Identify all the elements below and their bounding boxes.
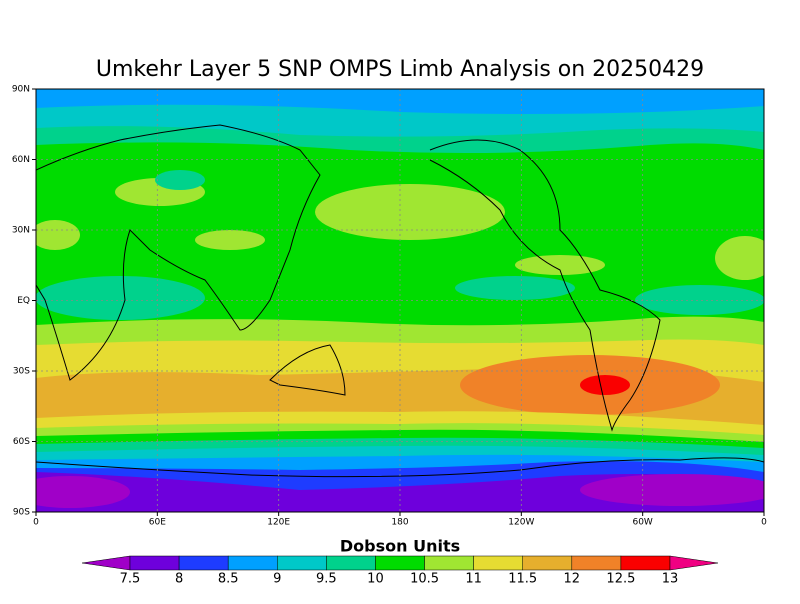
- coastline: [36, 124, 321, 381]
- contour-band: [36, 472, 764, 512]
- contour-band: [195, 230, 265, 250]
- x-tick-label: 120E: [267, 518, 290, 528]
- y-tick-label: 90S: [13, 508, 30, 518]
- colorbar-label: 8: [175, 572, 183, 587]
- title: Umkehr Layer 5 SNP OMPS Limb Analysis on…: [96, 57, 704, 82]
- colorbar-title: Dobson Units: [340, 537, 460, 556]
- y-tick-label: EQ: [17, 296, 30, 306]
- coastline: [429, 139, 661, 432]
- y-tick-label: 60S: [13, 437, 30, 447]
- contour-band: [580, 474, 764, 506]
- y-tick-label: 90N: [12, 85, 30, 95]
- contour-band: [455, 276, 575, 300]
- colorbar-label: 11.5: [508, 572, 537, 587]
- colorbar-label: 9.5: [316, 572, 337, 587]
- contour-field: [36, 89, 764, 512]
- colorbar-box: [571, 555, 622, 571]
- colorbar-box: [227, 555, 278, 571]
- contour-band: [715, 236, 764, 280]
- coastline: [36, 457, 764, 478]
- colorbar-box: [424, 555, 474, 571]
- colorbar-label: 10: [367, 572, 384, 587]
- colorbar-triangle: [81, 555, 131, 571]
- contour-band: [315, 184, 505, 240]
- colorbar-label: 10.5: [410, 572, 439, 587]
- contour-band: [36, 220, 80, 250]
- colorbar-box: [375, 555, 425, 571]
- x-tick-label: 60W: [632, 518, 652, 528]
- contour-band: [515, 255, 605, 275]
- y-tick-label: 30N: [12, 226, 30, 236]
- x-tick-label: 0: [761, 518, 767, 528]
- colorbar-box: [522, 555, 573, 571]
- colorbar-label: 12: [564, 572, 581, 587]
- x-tick-label: 0: [33, 518, 39, 528]
- colorbar-box: [178, 555, 229, 571]
- colorbar-label: 7.5: [120, 572, 141, 587]
- coastline: [269, 344, 346, 396]
- plot-frame: [35, 88, 765, 513]
- colorbar-label: 11: [465, 572, 482, 587]
- contour-band: [635, 285, 764, 315]
- contour-band: [580, 375, 630, 395]
- colorbar-box: [473, 555, 523, 571]
- colorbar-triangle: [669, 555, 719, 571]
- x-tick-label: 180: [391, 518, 408, 528]
- y-tick-label: 30S: [13, 367, 30, 377]
- colorbar-label: 12.5: [606, 572, 635, 587]
- x-tick-label: 120W: [508, 518, 534, 528]
- colorbar-box: [277, 555, 327, 571]
- y-tick-label: 60N: [12, 155, 30, 165]
- coastlines: [36, 124, 764, 478]
- colorbar-box: [129, 555, 180, 571]
- colorbar: 7.5 8 8.5 9 9.5 10 10.5 11 11.5 12 12.5 13: [81, 555, 719, 587]
- contour-band: [36, 276, 205, 320]
- colorbar-label: 13: [662, 572, 679, 587]
- contour-band: [36, 476, 130, 508]
- colorbar-box: [620, 555, 671, 571]
- colorbar-label: 8.5: [218, 572, 239, 587]
- contour-band: [155, 170, 205, 190]
- x-tick-label: 60E: [149, 518, 166, 528]
- colorbar-label: 9: [273, 572, 281, 587]
- colorbar-box: [326, 555, 376, 571]
